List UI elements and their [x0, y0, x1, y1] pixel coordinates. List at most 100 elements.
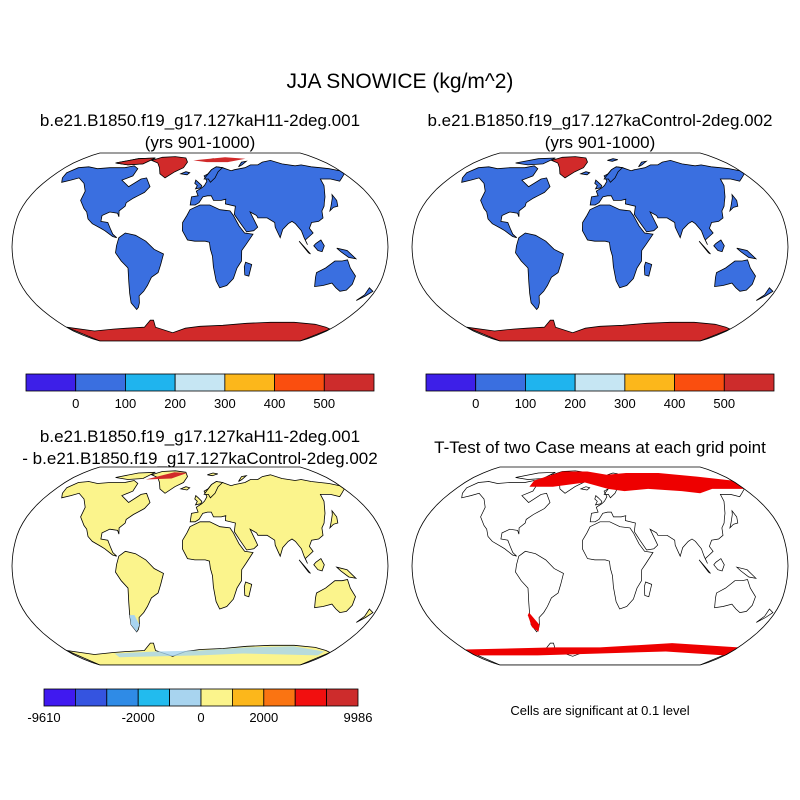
- diff-borneo-land: [313, 558, 325, 572]
- panel-case-map: [12, 153, 388, 341]
- colorbar-difference-swatch: [75, 688, 108, 707]
- map-ocean: [412, 467, 788, 665]
- control-new-guinea-land: [736, 247, 758, 260]
- diff-sumatra-land: [298, 559, 311, 574]
- diff-britain-land: [194, 494, 203, 506]
- case-britain-land: [194, 179, 203, 190]
- colorbar-control-label: 0: [472, 396, 479, 411]
- colorbar-difference-swatch: [137, 688, 170, 707]
- colorbar-control-swatch: [674, 373, 725, 392]
- ttest-australia-outline: [714, 579, 756, 613]
- panel-ttest-title-line1: T-Test of two Case means at each grid po…: [434, 438, 766, 457]
- ttest-japan-outline: [729, 509, 739, 530]
- colorbar-difference-label: 0: [197, 710, 204, 725]
- ttest-south-america-outline: [515, 550, 564, 633]
- colorbar-case-label: 0: [72, 396, 79, 411]
- panel-difference-map: [12, 467, 388, 665]
- case-south-america-land: [115, 232, 164, 311]
- panel-ttest-map: [412, 467, 788, 665]
- panel-difference-title-line2: - b.e21.B1850.f19_g17.127kaControl-2deg.…: [22, 449, 378, 468]
- diff-patagonia-negative: [129, 615, 140, 632]
- case-japan-land: [329, 193, 339, 213]
- control-australia-land: [714, 259, 756, 292]
- panel-case-title-line1: b.e21.B1850.f19_g17.127kaH11-2deg.001: [39, 111, 361, 130]
- case-new-guinea-land: [336, 247, 358, 260]
- map-border: [411, 466, 789, 666]
- colorbar-case-label: 300: [214, 396, 236, 411]
- diff-scandinavia-land: [203, 481, 224, 499]
- map-border: [411, 152, 789, 342]
- colorbar-case-swatch: [224, 373, 275, 392]
- ttest-sumatra-outline: [698, 559, 711, 574]
- panel-control-map: [412, 153, 788, 341]
- map-border: [11, 466, 389, 666]
- colorbar-control-label: 300: [614, 396, 636, 411]
- colorbar-difference-swatch: [263, 688, 296, 707]
- ttest-antarctic-significant: [464, 643, 739, 656]
- diff-new-guinea-land: [335, 566, 358, 579]
- colorbar-difference-swatch: [294, 688, 328, 707]
- diff-new-zealand-land: [356, 608, 374, 623]
- colorbar-difference-swatch: [326, 688, 359, 707]
- colorbar-case-swatch: [125, 373, 176, 392]
- control-sumatra-land: [698, 240, 711, 255]
- colorbar-control-swatch: [525, 373, 576, 392]
- case-arctic-ice: [115, 157, 156, 166]
- colorbar-difference-swatch: [231, 688, 265, 707]
- case-novaya-zemlya-land: [238, 160, 248, 168]
- diff-africa-land: [181, 521, 254, 610]
- control-antarctica-ice: [466, 319, 732, 341]
- control-scandinavia-land: [603, 166, 624, 183]
- control-svalbard-land: [607, 158, 618, 162]
- case-antarctica-ice: [66, 319, 332, 341]
- colorbar-case-swatch: [274, 373, 325, 392]
- case-iceland-land: [179, 171, 191, 176]
- colorbar-difference-label: 9986: [344, 710, 373, 725]
- ttest-borneo-outline: [713, 558, 725, 572]
- ttest-arctic-islands-outline: [515, 471, 556, 480]
- colorbar-control-label: 100: [515, 396, 537, 411]
- panel-case-title-line2: (yrs 901-1000): [144, 133, 256, 152]
- case-arctic-sea-ice: [193, 157, 246, 163]
- control-japan-land: [729, 193, 739, 213]
- panel-ttest-title: T-Test of two Case means at each grid po…: [400, 437, 800, 459]
- colorbar-case-label: 100: [115, 396, 137, 411]
- case-eurasia-land: [189, 159, 345, 245]
- panel-difference-title-line1: b.e21.B1850.f19_g17.127kaH11-2deg.001: [39, 427, 361, 446]
- control-novaya-zemlya-land: [638, 160, 648, 168]
- colorbar-control-label: 400: [664, 396, 686, 411]
- panel-control-title-line1: b.e21.B1850.f19_g17.127kaControl-2deg.00…: [427, 111, 773, 130]
- control-borneo-land: [713, 239, 725, 253]
- case-north-america-land: [61, 165, 151, 239]
- colorbar-control-swatch: [425, 373, 477, 392]
- colorbar-case-label: 200: [164, 396, 186, 411]
- diff-arctic-positive: [145, 472, 187, 480]
- diff-iceland-land: [179, 486, 191, 491]
- figure-title: JJA SNOWICE (kg/m^2): [286, 70, 514, 93]
- ttest-britain-outline: [594, 494, 603, 506]
- colorbar-case-label: 500: [313, 396, 335, 411]
- control-arctic-islands-land: [515, 157, 556, 166]
- panel-control-title-line2: (yrs 901-1000): [544, 133, 656, 152]
- ttest-patagonia-significant: [527, 612, 540, 632]
- colorbar-case-label: 400: [264, 396, 286, 411]
- control-africa-land: [581, 204, 654, 289]
- colorbar-difference-swatch: [169, 688, 202, 707]
- ttest-arctic-significant: [529, 471, 745, 494]
- ttest-new-guinea-outline: [735, 566, 757, 579]
- diff-antarctic-coast-negative: [114, 646, 325, 658]
- colorbar-difference-swatch: [43, 688, 76, 707]
- case-africa-land: [181, 204, 254, 289]
- case-scandinavia-land: [203, 166, 224, 183]
- control-south-america-land: [515, 232, 564, 311]
- control-madagascar-land: [643, 261, 653, 277]
- panel-difference-title: b.e21.B1850.f19_g17.127kaH11-2deg.001 - …: [0, 426, 400, 470]
- colorbar-case-swatch: [323, 373, 375, 392]
- colorbar-difference-label: -9610: [27, 710, 60, 725]
- map-ocean: [12, 153, 388, 341]
- case-new-zealand-land: [356, 287, 374, 301]
- control-north-america-land: [461, 165, 551, 239]
- colorbar-case-swatch: [75, 373, 126, 392]
- colorbar-difference-label: 2000: [249, 710, 278, 725]
- panel-case-title: b.e21.B1850.f19_g17.127kaH11-2deg.001 (y…: [0, 110, 400, 154]
